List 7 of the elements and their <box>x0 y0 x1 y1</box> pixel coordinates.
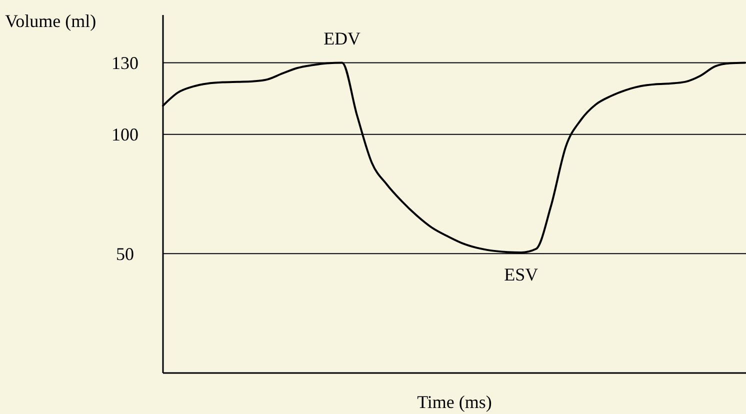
annotation: EDV <box>324 28 361 49</box>
y-axis-title: Volume (ml) <box>5 11 96 31</box>
y-tick-label: 50 <box>116 244 134 264</box>
y-tick-label: 100 <box>112 124 138 145</box>
annotation: ESV <box>504 264 538 284</box>
y-tick-label: 130 <box>112 53 138 74</box>
x-axis-title: Time (ms) <box>417 392 492 412</box>
